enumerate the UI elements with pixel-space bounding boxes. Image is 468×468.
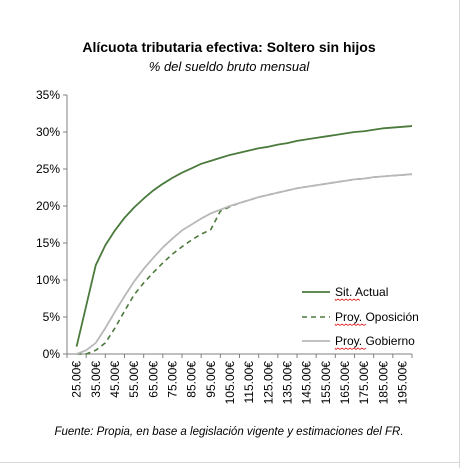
chart-title: Alícuota tributaria efectiva: Soltero si… [82,39,375,55]
plot-area: 0% 5% 10% 15% 20% 25% 30% 35% 25.00€ 35.00€ 45.00€… [36,88,413,405]
x-tick-label: 55.00€ [127,361,141,398]
x-tick-label: 155.00€ [319,361,333,405]
x-tick-label: 85.00€ [185,361,199,398]
y-tick-label: 20% [36,199,60,213]
image-border-right [459,0,460,468]
x-tick-label: 25.00€ [70,361,84,398]
x-tick-label: 145.00€ [300,361,314,405]
x-tick-label: 75.00€ [165,361,179,398]
x-tick-label: 175.00€ [357,361,371,405]
x-tick-label: 125.00€ [261,361,275,405]
y-tick-label: 25% [36,162,60,176]
series-line-3 [76,173,413,355]
x-tick-label: 95.00€ [204,361,218,398]
x-tick-label: 185.00€ [376,361,390,405]
y-tick-label: 0% [43,347,61,361]
spellcheck-underline [334,298,361,302]
x-tick-label: 45.00€ [108,361,122,398]
x-tick-label: 65.00€ [146,361,160,398]
source-note: Fuente: Propia, en base a legislación vi… [54,426,403,438]
legend-label-1: Sit. Actual [335,285,388,299]
legend: Sit. Actual Proy. Oposición Proy. Gobierno [302,285,419,351]
legend-label-3: Proy. Gobierno [335,334,415,348]
y-tick-label: 10% [36,273,60,287]
x-tick-label: 195.00€ [395,361,409,405]
spellcheck-underline [334,323,367,327]
x-tick-label: 165.00€ [338,361,352,405]
chart-subtitle: % del sueldo bruto mensual [149,59,311,74]
x-tick-label: 135.00€ [280,361,294,405]
y-tick-label: 5% [43,310,61,324]
y-tick-label: 30% [36,125,60,139]
line-chart: Alícuota tributaria efectiva: Soltero si… [36,39,419,438]
y-tick-label: 35% [36,88,60,102]
x-tick-label: 35.00€ [89,361,103,398]
y-tick-label: 15% [36,236,60,250]
spellcheck-underline [334,347,367,351]
x-tick-label: 115.00€ [242,361,256,404]
series-line-1 [75,125,413,347]
x-tick-label: 105.00€ [223,361,237,405]
legend-label-2: Proy. Oposición [335,310,419,324]
image-border-bottom [0,462,460,463]
